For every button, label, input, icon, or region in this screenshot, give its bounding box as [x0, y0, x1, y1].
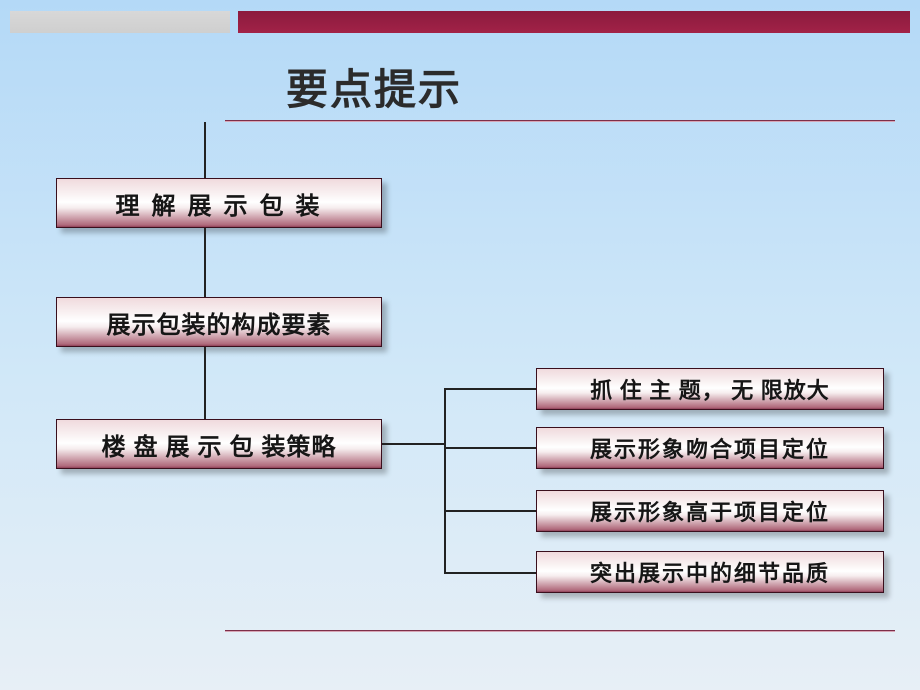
- connector-line-5: [444, 388, 536, 390]
- right-box-1: 展示形象吻合项目定位: [536, 427, 884, 469]
- connector-line-7: [444, 510, 536, 512]
- left-box-1: 展示包装的构成要素: [56, 297, 382, 347]
- right-box-2: 展示形象高于项目定位: [536, 490, 884, 532]
- header-bars: [0, 11, 920, 33]
- connector-line-1: [204, 228, 206, 297]
- connector-line-6: [444, 447, 536, 449]
- right-box-0: 抓 住 主 题， 无 限放大: [536, 368, 884, 410]
- connector-line-2: [204, 347, 206, 419]
- connector-line-0: [204, 122, 206, 178]
- connector-line-3: [382, 443, 444, 445]
- slide-title: 要点提示: [286, 56, 462, 117]
- connector-line-8: [444, 572, 536, 574]
- right-box-3: 突出展示中的细节品质: [536, 551, 884, 593]
- divider-bottom: [225, 630, 895, 632]
- divider-top: [225, 120, 895, 122]
- left-box-2: 楼 盘 展 示 包 装策略: [56, 419, 382, 469]
- connector-line-4: [444, 388, 446, 574]
- left-box-0: 理 解 展 示 包 装: [56, 178, 382, 228]
- header-bar-gray: [10, 11, 230, 33]
- header-bar-red: [238, 11, 910, 33]
